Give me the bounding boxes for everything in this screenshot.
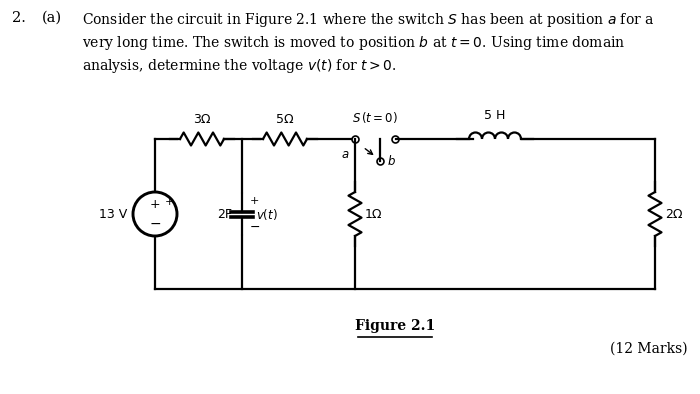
Text: analysis, determine the voltage $v(t)$ for $t > 0$.: analysis, determine the voltage $v(t)$ f… [82,57,397,75]
Text: 1Ω: 1Ω [365,208,382,221]
Text: 2Ω: 2Ω [665,208,682,221]
Text: $a$: $a$ [341,148,349,161]
Text: +: + [250,196,260,206]
Text: 3Ω: 3Ω [193,113,211,126]
Text: 2.: 2. [12,11,26,25]
Text: $v(t)$: $v(t)$ [256,206,278,221]
Text: $b$: $b$ [387,154,396,168]
Text: 5 H: 5 H [484,109,505,122]
Text: very long time. The switch is moved to position $b$ at $t = 0$. Using time domai: very long time. The switch is moved to p… [82,34,625,52]
Text: $S\,(t=0)$: $S\,(t=0)$ [352,110,398,125]
Text: +: + [150,198,160,211]
Text: (12 Marks): (12 Marks) [610,342,688,356]
Text: 13 V: 13 V [99,208,127,221]
Text: (a): (a) [42,11,62,25]
Text: −: − [250,221,260,234]
Text: 2F: 2F [217,208,232,221]
Text: −: − [149,217,161,231]
Text: Consider the circuit in Figure 2.1 where the switch $S$ has been at position $a$: Consider the circuit in Figure 2.1 where… [82,11,654,29]
Text: +: + [165,197,174,207]
Text: Figure 2.1: Figure 2.1 [355,319,435,333]
Text: 5Ω: 5Ω [276,113,294,126]
